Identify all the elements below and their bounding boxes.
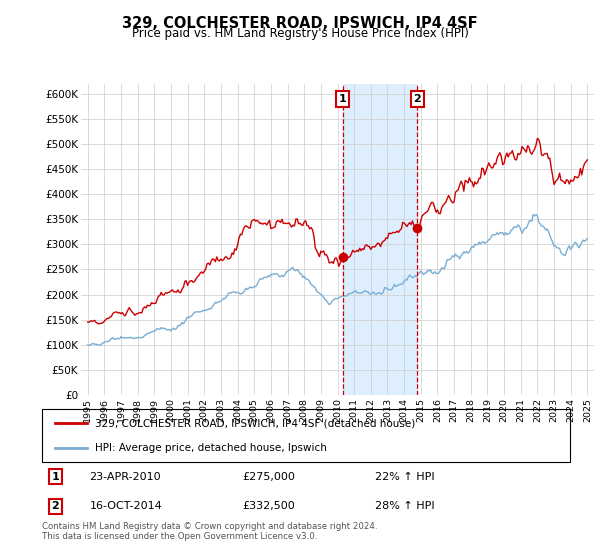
Text: 2: 2: [52, 501, 59, 511]
Text: HPI: Average price, detached house, Ipswich: HPI: Average price, detached house, Ipsw…: [95, 442, 326, 452]
Text: £332,500: £332,500: [242, 501, 295, 511]
Text: 22% ↑ HPI: 22% ↑ HPI: [374, 472, 434, 482]
Text: 1: 1: [339, 94, 347, 104]
Text: £275,000: £275,000: [242, 472, 296, 482]
Text: 16-OCT-2014: 16-OCT-2014: [89, 501, 162, 511]
Text: 23-APR-2010: 23-APR-2010: [89, 472, 161, 482]
Text: Price paid vs. HM Land Registry's House Price Index (HPI): Price paid vs. HM Land Registry's House …: [131, 27, 469, 40]
Text: 28% ↑ HPI: 28% ↑ HPI: [374, 501, 434, 511]
Bar: [343, 84, 417, 395]
Text: Contains HM Land Registry data © Crown copyright and database right 2024.
This d: Contains HM Land Registry data © Crown c…: [42, 522, 377, 542]
Text: 1: 1: [52, 472, 59, 482]
Text: 329, COLCHESTER ROAD, IPSWICH, IP4 4SF (detached house): 329, COLCHESTER ROAD, IPSWICH, IP4 4SF (…: [95, 418, 415, 428]
Text: 2: 2: [413, 94, 421, 104]
Text: 329, COLCHESTER ROAD, IPSWICH, IP4 4SF: 329, COLCHESTER ROAD, IPSWICH, IP4 4SF: [122, 16, 478, 31]
